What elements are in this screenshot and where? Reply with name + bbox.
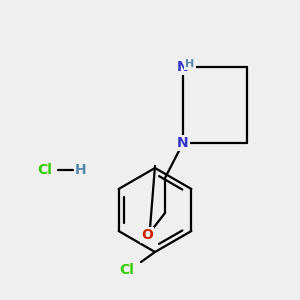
Text: H: H <box>75 163 87 177</box>
Text: Cl: Cl <box>38 163 52 177</box>
Text: H: H <box>185 59 195 69</box>
Text: N: N <box>177 136 189 150</box>
Text: O: O <box>141 228 153 242</box>
Text: Cl: Cl <box>120 263 134 277</box>
Text: N: N <box>177 60 189 74</box>
